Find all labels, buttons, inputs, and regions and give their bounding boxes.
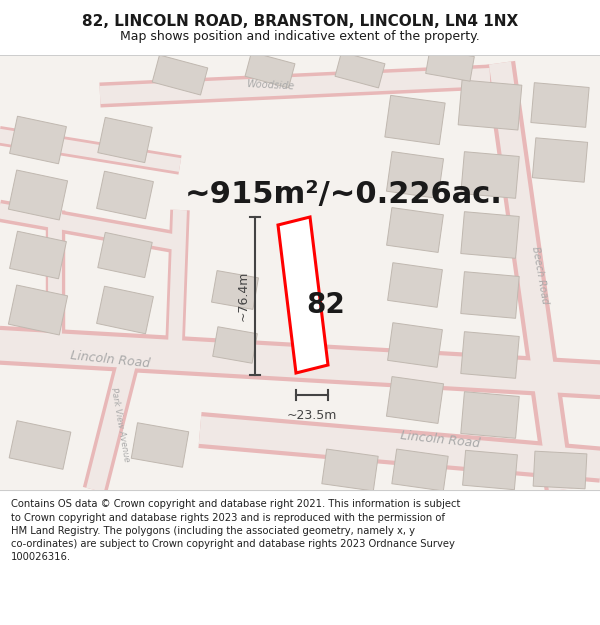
- Polygon shape: [425, 49, 475, 81]
- Polygon shape: [245, 52, 295, 88]
- Polygon shape: [335, 52, 385, 88]
- Text: Woodside: Woodside: [246, 79, 294, 91]
- Polygon shape: [385, 96, 445, 144]
- Text: Lincoln Road: Lincoln Road: [70, 349, 151, 371]
- Polygon shape: [98, 232, 152, 278]
- Polygon shape: [386, 377, 443, 423]
- Polygon shape: [386, 208, 443, 252]
- Polygon shape: [322, 449, 378, 491]
- Polygon shape: [532, 138, 587, 182]
- Polygon shape: [461, 392, 519, 438]
- Text: 82: 82: [307, 291, 346, 319]
- Text: Beech Road: Beech Road: [530, 246, 550, 304]
- Polygon shape: [131, 422, 189, 468]
- Polygon shape: [533, 451, 587, 489]
- Polygon shape: [388, 262, 442, 308]
- Polygon shape: [9, 421, 71, 469]
- Polygon shape: [10, 116, 67, 164]
- Text: Map shows position and indicative extent of the property.: Map shows position and indicative extent…: [120, 30, 480, 43]
- Polygon shape: [278, 217, 328, 373]
- Polygon shape: [461, 272, 519, 318]
- Polygon shape: [392, 449, 448, 491]
- Polygon shape: [212, 271, 259, 309]
- Text: Contains OS data © Crown copyright and database right 2021. This information is : Contains OS data © Crown copyright and d…: [11, 499, 460, 562]
- Polygon shape: [386, 152, 443, 198]
- Polygon shape: [152, 55, 208, 95]
- Text: ~915m²/~0.226ac.: ~915m²/~0.226ac.: [185, 181, 503, 209]
- Polygon shape: [463, 450, 517, 490]
- Text: ~23.5m: ~23.5m: [287, 409, 337, 422]
- Text: 82, LINCOLN ROAD, BRANSTON, LINCOLN, LN4 1NX: 82, LINCOLN ROAD, BRANSTON, LINCOLN, LN4…: [82, 14, 518, 29]
- Polygon shape: [8, 170, 68, 220]
- Polygon shape: [0, 55, 600, 490]
- Polygon shape: [458, 80, 522, 130]
- Polygon shape: [212, 327, 257, 363]
- Polygon shape: [531, 82, 589, 127]
- Text: Lincoln Road: Lincoln Road: [400, 429, 481, 451]
- Text: ~76.4m: ~76.4m: [237, 271, 250, 321]
- Polygon shape: [461, 332, 519, 378]
- Polygon shape: [388, 322, 442, 368]
- Polygon shape: [461, 152, 519, 198]
- Polygon shape: [97, 171, 154, 219]
- Polygon shape: [8, 285, 68, 335]
- Text: Park View Avenue: Park View Avenue: [109, 387, 131, 463]
- Polygon shape: [98, 118, 152, 162]
- Polygon shape: [461, 212, 519, 258]
- Polygon shape: [97, 286, 154, 334]
- Polygon shape: [10, 231, 67, 279]
